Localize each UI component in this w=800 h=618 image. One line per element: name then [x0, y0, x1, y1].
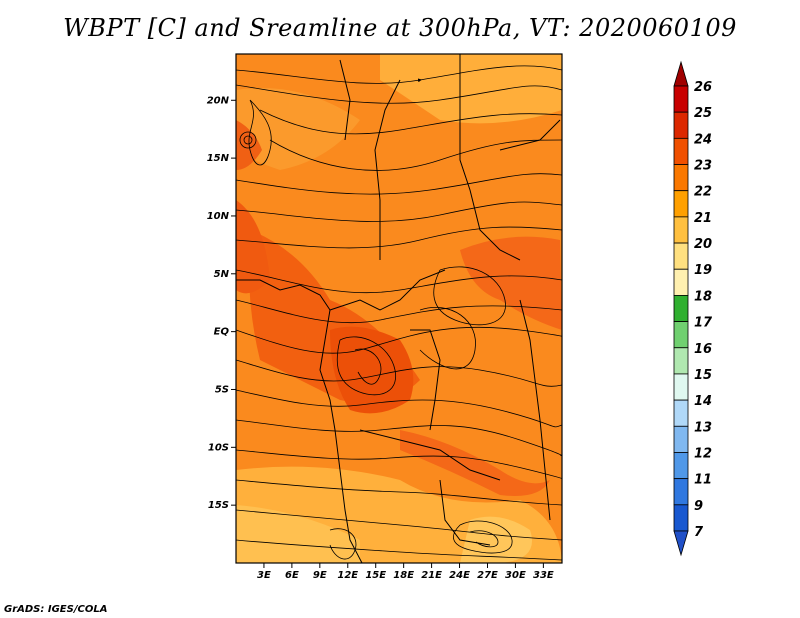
colorbar-box: [673, 242, 689, 270]
colorbar-label: 17: [694, 316, 713, 331]
lat-tick-label: 5S: [215, 384, 229, 395]
lat-tick-label: 10N: [207, 211, 230, 222]
colorbar-box: [673, 452, 689, 480]
colorbar-label: 19: [694, 263, 712, 278]
colorbar-label: 26: [694, 80, 712, 95]
lon-tick-label: 33E: [533, 570, 554, 581]
lon-tick-label: 12E: [337, 570, 358, 581]
chart-title: WBPT [C] and Sreamline at 300hPa, VT: 20…: [63, 14, 737, 42]
lon-tick-label: 9E: [313, 570, 327, 581]
colorbar-bottom-arrow: [673, 530, 689, 557]
lon-tick-label: 18E: [393, 570, 414, 581]
colorbar: 26 25 24 23 22 21 20 19 18 17 16 15 14 13 12 11 9 7: [673, 60, 713, 557]
colorbar-label: 13: [694, 420, 712, 435]
colorbar-label: 14: [694, 394, 712, 409]
country-borders: [236, 54, 561, 563]
colorbar-label: 11: [694, 473, 712, 488]
lat-tick-label: 10S: [208, 442, 229, 453]
colorbar-label: 23: [694, 159, 712, 174]
colorbar-box: [673, 111, 689, 139]
colorbar-label: 16: [694, 342, 712, 357]
colorbar-label: 9: [694, 499, 703, 514]
lat-tick-label: 15N: [207, 153, 230, 164]
lat-tick-label: EQ: [214, 327, 230, 338]
colorbar-box: [673, 373, 689, 401]
lat-tick-label: 5N: [214, 269, 230, 280]
streamlines: [236, 65, 562, 561]
colorbar-box: [673, 190, 689, 218]
lon-tick-label: 24E: [449, 570, 470, 581]
colorbar-box: [673, 321, 689, 349]
wbpt-field: [236, 54, 562, 563]
colorbar-box: [673, 164, 689, 192]
colorbar-label: 21: [694, 211, 712, 226]
credit-label: GrADS: IGES/COLA: [4, 604, 108, 615]
colorbar-box: [673, 295, 689, 322]
colorbar-box: [673, 216, 689, 244]
colorbar-box: [673, 137, 689, 165]
colorbar-label: 18: [694, 289, 712, 304]
colorbar-box: [673, 399, 689, 427]
colorbar-label: 22: [694, 185, 712, 200]
colorbar-label: 12: [694, 446, 712, 461]
longitude-axis: 3E 6E 9E 12E 15E 18E 21E 24E 27E 30E 33E: [257, 563, 554, 581]
colorbar-box: [673, 85, 689, 113]
colorbar-label: 15: [694, 368, 712, 383]
lat-tick-label: 15S: [208, 500, 229, 511]
colorbar-label: 7: [694, 525, 704, 540]
lon-tick-label: 21E: [421, 570, 442, 581]
lon-tick-label: 6E: [285, 570, 299, 581]
colorbar-top-arrow: [673, 60, 689, 87]
colorbar-box: [673, 347, 689, 375]
latitude-axis: 20N 15N 10N 5N EQ 5S 10S 15S: [207, 95, 236, 511]
lon-tick-label: 15E: [365, 570, 386, 581]
colorbar-label: 25: [694, 106, 712, 121]
colorbar-label: 20: [694, 237, 712, 252]
colorbar-box: [673, 478, 689, 506]
colorbar-label: 24: [694, 132, 712, 147]
lon-tick-label: 27E: [477, 570, 498, 581]
lat-tick-label: 20N: [207, 95, 230, 106]
colorbar-box: [673, 504, 689, 532]
lon-tick-label: 30E: [505, 570, 526, 581]
colorbar-box: [673, 425, 689, 453]
map-frame: [235, 53, 563, 564]
colorbar-box: [673, 268, 689, 296]
lon-tick-label: 3E: [257, 570, 271, 581]
